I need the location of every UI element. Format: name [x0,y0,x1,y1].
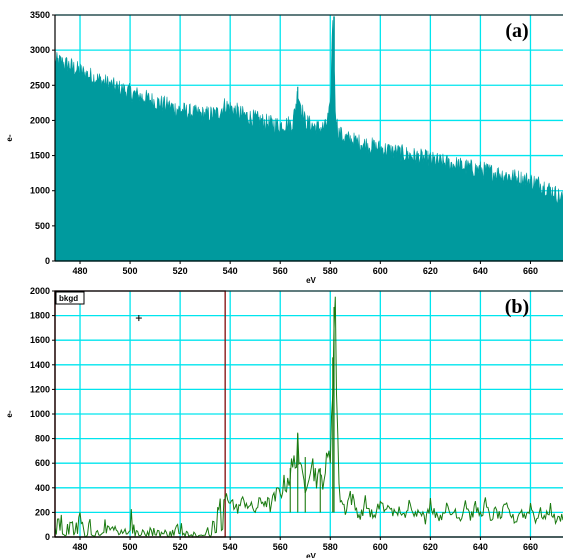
panel-b-x-tick-label: 520 [173,542,188,552]
panel-a-spectrum-area [54,20,563,262]
panel-a-x-tick-label: 540 [223,266,238,276]
panel-b-y-tick-label: 0 [45,532,50,542]
panel-b-tag: (b) [505,296,529,318]
panel-b-y-tick-label: 1800 [30,311,50,321]
panel-b-x-tick-label: 500 [123,542,138,552]
panel-a-x-tick-label: 580 [323,266,338,276]
panel-b-x-tick-label: 580 [323,542,338,552]
panel-b: bkgd 480 500 520 540 560 580 600 620 640 660 0 200 40… [5,286,563,558]
panel-b-y-tick-label: 600 [35,458,50,468]
panel-a-y-tick-label: 500 [35,221,50,231]
panel-a-x-axis-label: eV [306,276,316,285]
panel-a-y-tick-label: 0 [45,256,50,266]
panel-a-y-axis-label: e- [5,134,14,141]
panel-a-y-tick-label: 3000 [30,45,50,55]
panel-b-x-tick-label: 560 [273,542,288,552]
panel-a-y-tick-label: 1000 [30,186,50,196]
panel-a-x-tick-label: 660 [523,266,538,276]
panel-a-x-tick-label: 560 [273,266,288,276]
panel-b-y-tick-label: 800 [35,434,50,444]
panel-a-tag: (a) [505,20,528,42]
panel-a-x-tick-label: 500 [123,266,138,276]
panel-b-x-tick-label: 540 [223,542,238,552]
panel-a-y-tick-label: 1500 [30,151,50,161]
panel-a-y-tick-label: 2000 [30,115,50,125]
panel-b-x-tick-label: 620 [423,542,438,552]
panel-b-x-tick-label: 660 [523,542,538,552]
panel-b-y-tick-label: 2000 [30,286,50,296]
panel-b-y-tick-label: 1200 [30,384,50,394]
panel-b-y-axis-label: e- [5,410,14,417]
panel-a-x-tick-label: 600 [373,266,388,276]
panel-a-y-tick-label: 2500 [30,80,50,90]
panel-b-y-tick-label: 1600 [30,335,50,345]
panel-a-x-tick-label: 640 [473,266,488,276]
panel-b-x-tick-label: 640 [473,542,488,552]
panel-a: 480 500 520 540 560 580 600 620 640 660 0 500 1000 15… [5,10,563,285]
panel-b-y-tick-label: 400 [35,483,50,493]
bkgd-label-box [55,291,85,305]
panel-b-x-axis-label: eV [306,552,316,558]
panel-a-x-tick-label: 520 [173,266,188,276]
bkgd-label: bkgd [59,294,78,303]
panel-b-y-tick-label: 1400 [30,360,50,370]
panel-b-y-tick-label: 200 [35,507,50,517]
panel-b-x-tick-label: 600 [373,542,388,552]
panel-a-x-tick-label: 620 [423,266,438,276]
panel-b-x-tick-label: 480 [73,542,88,552]
panel-a-y-tick-label: 3500 [30,10,50,20]
panel-b-spectrum-line [54,296,563,539]
panel-b-y-tick-label: 1000 [30,409,50,419]
panel-a-x-tick-label: 480 [73,266,88,276]
